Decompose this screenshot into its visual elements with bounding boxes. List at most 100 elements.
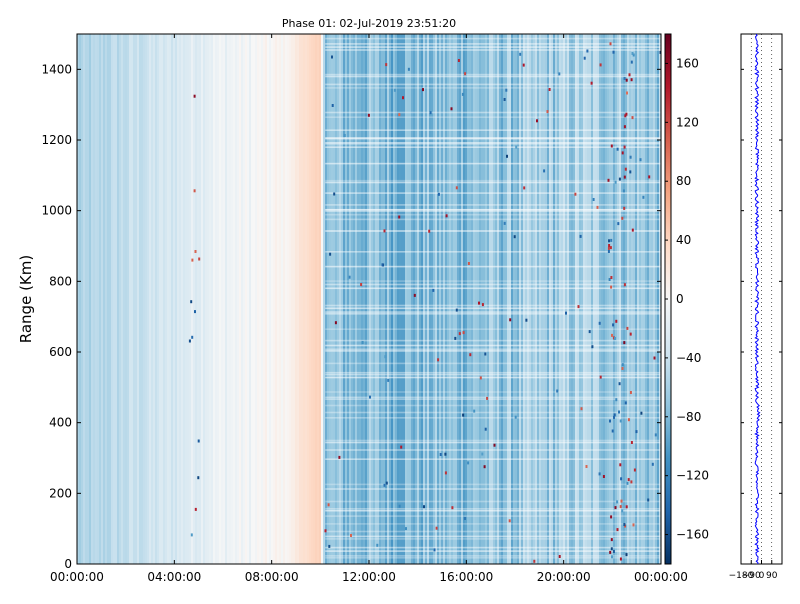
heatmap-outlier (450, 107, 453, 111)
heatmap-column (405, 34, 408, 564)
heatmap-band (325, 398, 661, 400)
colorbar-tick-label: 80 (676, 174, 691, 188)
heatmap-outlier (437, 358, 440, 362)
y-axis-label: Range (Km) (17, 255, 35, 343)
heatmap-outlier (398, 504, 401, 508)
heatmap-column (613, 34, 616, 564)
heatmap-column (171, 34, 174, 564)
heatmap-column (559, 34, 562, 564)
heatmap-column (277, 34, 280, 564)
heatmap-outlier (481, 452, 484, 456)
heatmap-column (387, 34, 390, 564)
heatmap-column (303, 34, 306, 564)
heatmap-outlier (515, 145, 518, 149)
heatmap-band (325, 307, 661, 310)
heatmap-column (369, 34, 372, 564)
heatmap-column (625, 34, 628, 564)
heatmap-column (529, 34, 532, 564)
heatmap-column (565, 34, 568, 564)
heatmap-column (533, 34, 536, 564)
heatmap-band (325, 218, 661, 221)
heatmap-column (539, 34, 542, 564)
heatmap-outlier (324, 529, 327, 533)
heatmap-column (121, 34, 124, 564)
heatmap-column (449, 34, 452, 564)
heatmap-column (479, 34, 482, 564)
heatmap-column (567, 34, 570, 564)
heatmap-column (431, 34, 434, 564)
heatmap-column (367, 34, 370, 564)
heatmap-column (123, 34, 126, 564)
heatmap-band (325, 138, 661, 140)
heatmap-outlier (198, 257, 201, 261)
heatmap-column (169, 34, 172, 564)
heatmap-outlier (343, 134, 346, 137)
x-tick-label: 16:00:00 (439, 570, 493, 584)
heatmap-outlier (565, 311, 567, 315)
heatmap-band (325, 43, 661, 45)
profile-x-tick-label: 90 (766, 571, 778, 581)
heatmap-column (525, 34, 528, 564)
heatmap-column (517, 34, 520, 564)
heatmap-column (473, 34, 476, 564)
colorbar-tick-label: 120 (676, 115, 699, 129)
heatmap-outlier (619, 463, 622, 467)
heatmap-outlier (393, 88, 396, 92)
heatmap-column (597, 34, 600, 564)
heatmap-outlier (623, 175, 626, 179)
heatmap-column (337, 34, 340, 564)
heatmap-outlier (611, 555, 613, 559)
heatmap-outlier (193, 189, 196, 193)
heatmap-column (181, 34, 184, 564)
heatmap-column (155, 34, 158, 564)
heatmap-column (425, 34, 428, 564)
heatmap-column (629, 34, 632, 564)
heatmap-column (297, 34, 300, 564)
heatmap-column (493, 34, 496, 564)
heatmap-outlier (548, 88, 551, 91)
heatmap-outlier (191, 258, 194, 262)
heatmap-band (325, 396, 661, 399)
heatmap-outlier (620, 477, 623, 481)
heatmap-band (325, 339, 661, 342)
heatmap-column (219, 34, 222, 564)
colorbar-tick-label: −80 (676, 410, 701, 424)
heatmap-column (389, 34, 392, 564)
heatmap-column (147, 34, 150, 564)
heatmap-column (133, 34, 136, 564)
heatmap-outlier (194, 507, 197, 511)
heatmap-band (325, 73, 661, 76)
heatmap-column (417, 34, 420, 564)
heatmap-outlier (478, 301, 480, 305)
heatmap-outlier (629, 155, 632, 159)
heatmap-column (237, 34, 240, 564)
heatmap-column (649, 34, 652, 564)
heatmap-column (273, 34, 276, 564)
heatmap-column (563, 34, 566, 564)
heatmap-outlier (556, 389, 559, 393)
heatmap-outlier (632, 523, 635, 527)
heatmap-column (447, 34, 450, 564)
heatmap-outlier (631, 116, 634, 120)
heatmap-outlier (627, 418, 630, 422)
heatmap-outlier (625, 112, 628, 116)
heatmap-outlier (577, 305, 580, 309)
heatmap-column (191, 34, 194, 564)
heatmap-outlier (622, 189, 625, 193)
heatmap-column (207, 34, 210, 564)
heatmap-outlier (608, 239, 610, 243)
heatmap-column (243, 34, 246, 564)
heatmap-column (551, 34, 554, 564)
heatmap-column (139, 34, 142, 564)
heatmap-band (325, 213, 661, 216)
y-tick-label: 200 (49, 486, 72, 500)
heatmap-outlier (617, 222, 620, 226)
heatmap-outlier (592, 198, 595, 201)
heatmap-column (249, 34, 252, 564)
heatmap-outlier (197, 476, 200, 480)
heatmap-column (313, 34, 316, 564)
y-tick-label: 0 (64, 557, 72, 571)
heatmap-outlier (624, 401, 627, 405)
heatmap-column (499, 34, 502, 564)
heatmap-column (515, 34, 518, 564)
